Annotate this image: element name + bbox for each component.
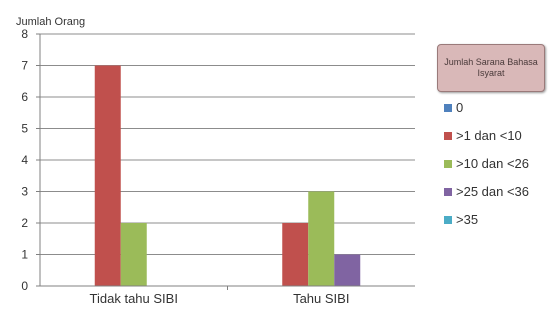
x-tick-label: Tahu SIBI: [293, 291, 349, 306]
legend-item: >35: [444, 212, 478, 227]
legend-label: >25 dan <36: [456, 184, 530, 199]
legend-swatch: [444, 103, 452, 112]
y-tick-label: 2: [21, 216, 28, 230]
y-tick-label: 6: [21, 90, 28, 104]
y-axis-ticks: 0 1 2 3 4 5 6 7 8: [21, 27, 40, 293]
legend-title-box: Jumlah Sarana Bahasa Isyarat: [437, 44, 545, 92]
legend-item: 0: [444, 100, 463, 115]
x-axis-ticks: Tidak tahu SIBI Tahu SIBI: [90, 286, 349, 306]
legend-swatch: [444, 215, 452, 224]
legend-swatch: [444, 187, 452, 196]
legend-title: Jumlah Sarana Bahasa Isyarat: [444, 57, 538, 78]
y-tick-label: 0: [21, 279, 28, 293]
y-tick-label: 8: [21, 27, 28, 41]
legend-item: >10 dan <26: [444, 156, 529, 171]
legend-swatch: [444, 131, 452, 140]
legend-item: >25 dan <36: [444, 184, 529, 199]
legend-label: >1 dan <10: [456, 128, 522, 143]
y-tick-label: 5: [21, 122, 28, 136]
y-tick-label: 3: [21, 185, 28, 199]
legend-label: 0: [456, 100, 464, 115]
y-axis-label: Jumlah Orang: [16, 16, 85, 28]
x-tick-label: Tidak tahu SIBI: [90, 291, 178, 306]
bar: [308, 191, 335, 286]
y-tick-label: 7: [21, 59, 28, 73]
legend-item: >1 dan <10: [444, 128, 522, 143]
bar: [334, 254, 361, 286]
bar: [282, 223, 309, 286]
bar: [120, 223, 147, 286]
legend-label: >10 dan <26: [456, 156, 530, 171]
y-tick-label: 1: [21, 248, 28, 262]
y-tick-label: 4: [21, 153, 28, 167]
bar: [94, 65, 121, 286]
legend-swatch: [444, 159, 452, 168]
legend-label: >35: [456, 212, 479, 227]
bars: [94, 65, 361, 286]
